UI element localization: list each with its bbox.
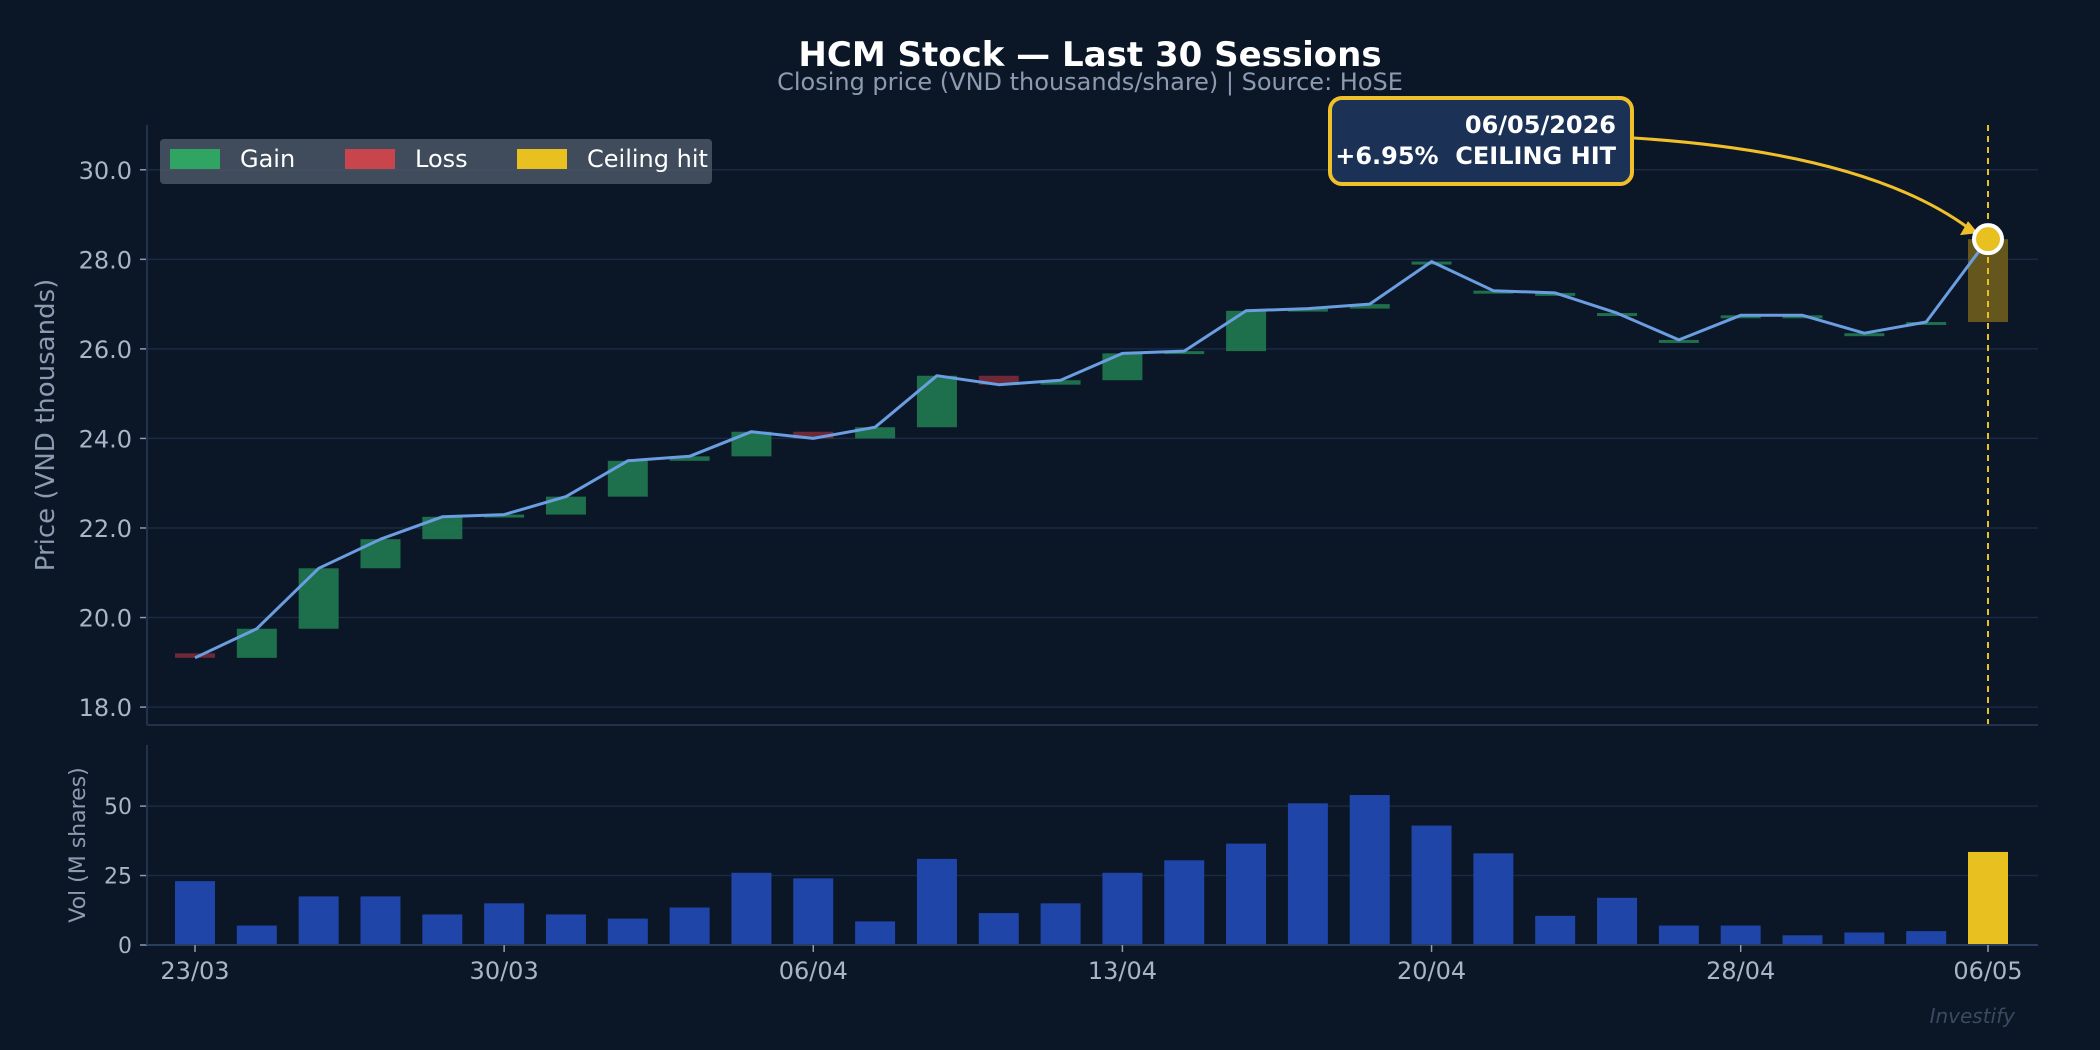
legend-box (160, 139, 712, 184)
legend-swatch-gain (170, 149, 220, 169)
volume-bar (1287, 803, 1328, 945)
volume-gridlines (147, 805, 2038, 877)
volume-bar (1411, 825, 1452, 945)
legend-swatch-loss (345, 149, 395, 169)
volume-bar (360, 896, 401, 945)
volume-bar (1782, 935, 1823, 945)
candle-bar (1040, 380, 1081, 385)
x-tick-label: 23/03 (160, 957, 229, 985)
candle-bar (1658, 339, 1699, 343)
legend-swatch-ceiling (517, 149, 567, 169)
price-y-tick-label: 22.0 (79, 515, 132, 543)
price-y-tick-label: 26.0 (79, 336, 132, 364)
candle-bar (669, 456, 710, 461)
candle-bar (1102, 353, 1143, 381)
volume-bar (607, 918, 648, 945)
candle-bar (236, 628, 277, 658)
volume-bar (298, 896, 339, 945)
volume-bar (916, 858, 957, 945)
annotation-date: 06/05/2026 (1465, 111, 1616, 139)
volume-bar (1720, 925, 1761, 945)
volume-bar (1164, 860, 1205, 945)
annotation-callout: 06/05/2026 +6.95% CEILING HIT (1328, 96, 1634, 186)
chart-subtitle: Closing price (VND thousands/share) | So… (777, 68, 1403, 96)
x-tick-label: 13/04 (1088, 957, 1157, 985)
candle-bar (422, 516, 463, 540)
volume-bar (175, 881, 215, 945)
volume-bar (1535, 915, 1576, 945)
candle-bar (545, 496, 586, 515)
candle-bar (1226, 310, 1267, 352)
candle-bar (298, 568, 339, 629)
volume-y-tick-label: 50 (104, 795, 132, 820)
candle-bar (916, 375, 957, 428)
price-y-tick-label: 28.0 (79, 246, 132, 274)
volume-bar (1906, 931, 1947, 945)
legend-label-loss: Loss (415, 145, 468, 173)
volume-y-tick-label: 0 (118, 934, 132, 959)
price-gridlines (147, 169, 2038, 708)
volume-bar (793, 878, 834, 945)
legend: Gain Loss Ceiling hit (160, 139, 712, 184)
x-tick-label: 30/03 (470, 957, 539, 985)
volume-bar (1102, 872, 1143, 945)
volume-bar (236, 925, 277, 945)
callout-arrow (1633, 136, 1971, 231)
volume-bar (1597, 897, 1638, 945)
candle-bar (855, 427, 896, 439)
volume-bar (1658, 925, 1699, 945)
x-tick-label: 06/04 (779, 957, 848, 985)
volume-bar (855, 921, 896, 945)
candle-bar (175, 653, 215, 658)
closing-price-line (194, 238, 1990, 660)
volume-y-axis: 0 25 50 (104, 795, 147, 959)
annotation-box (1328, 96, 1634, 186)
candle-bar (607, 460, 648, 497)
volume-bar (731, 872, 772, 945)
x-tick-label: 28/04 (1706, 957, 1775, 985)
ceiling-point-marker (1972, 223, 2004, 256)
legend-label-gain: Gain (240, 145, 295, 173)
annotation-text: +6.95% CEILING HIT (1335, 142, 1616, 170)
volume-bar (1844, 932, 1885, 945)
volume-bar (422, 914, 463, 945)
price-y-tick-label: 24.0 (79, 425, 132, 453)
price-y-tick-label: 20.0 (79, 605, 132, 633)
volume-bar (484, 903, 525, 945)
watermark: Investify (1930, 1004, 2017, 1028)
volume-bar (1968, 851, 2008, 945)
price-y-axis: 18.0 20.0 22.0 24.0 26.0 28.0 30.0 (79, 157, 147, 722)
volume-bar (669, 907, 710, 945)
volume-y-axis-label: Vol (M shares) (66, 767, 91, 923)
volume-bar (545, 914, 586, 945)
candle-bar (793, 431, 834, 439)
candle-bar (1844, 333, 1885, 337)
x-axis: 23/03 30/03 06/04 13/04 20/04 28/04 06/05 (160, 945, 2023, 985)
volume-bar (1040, 903, 1081, 945)
candle-bar (731, 431, 772, 457)
candle-bar (1349, 304, 1390, 309)
volume-bar (1349, 795, 1390, 945)
price-y-axis-label: Price (VND thousands) (31, 279, 61, 572)
chart-title: HCM Stock — Last 30 Sessions (798, 35, 1381, 75)
volume-bar (1226, 843, 1267, 945)
x-tick-label: 06/05 (1953, 957, 2022, 985)
volume-y-tick-label: 25 (104, 865, 132, 890)
volume-bar (1473, 853, 1514, 945)
candle-bar (978, 375, 1019, 385)
volume-bar (978, 913, 1019, 945)
volume-bars (175, 795, 2008, 945)
legend-label-ceiling: Ceiling hit (587, 145, 708, 173)
candle-bar (360, 539, 401, 569)
callout-arrowhead (1960, 221, 1978, 236)
x-tick-label: 20/04 (1397, 957, 1466, 985)
price-y-tick-label: 18.0 (79, 694, 132, 722)
price-y-tick-label: 30.0 (79, 157, 132, 185)
candle-bar (1164, 351, 1205, 355)
